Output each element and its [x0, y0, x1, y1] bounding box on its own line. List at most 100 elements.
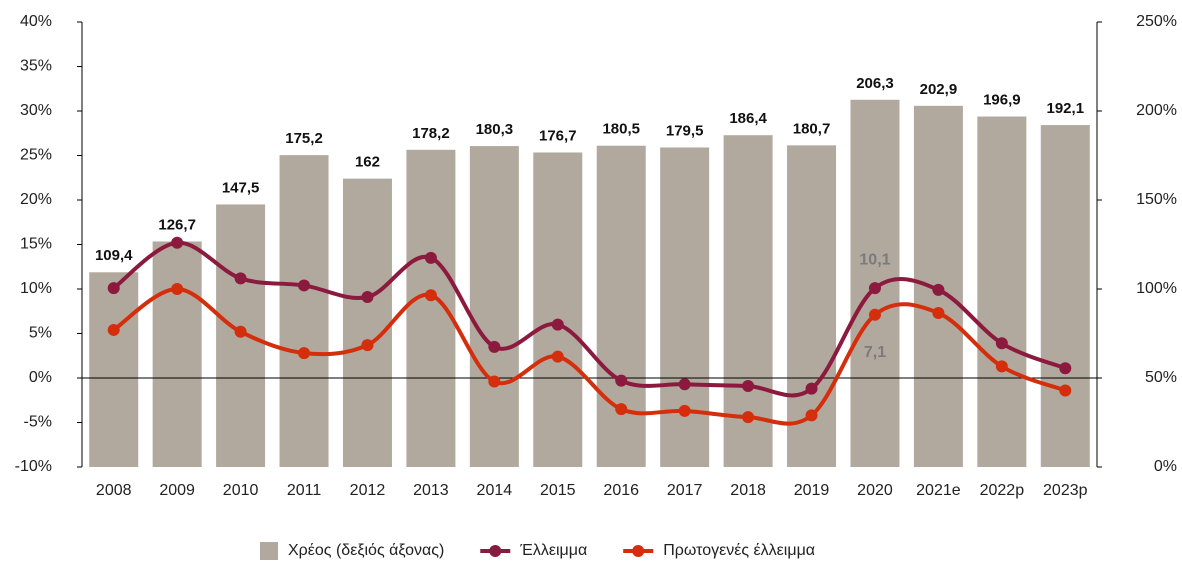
x-tick-label: 2012: [350, 482, 386, 499]
bar-label: 178,2: [412, 125, 450, 142]
marker: [361, 339, 374, 352]
legend-swatch: [260, 542, 278, 560]
marker: [805, 409, 818, 422]
bar-label: 192,1: [1047, 100, 1085, 117]
legend-label: Χρέος (δεξιός άξονας): [288, 542, 444, 559]
marker: [868, 282, 881, 295]
bar: [89, 272, 139, 467]
marker: [171, 283, 184, 295]
bar-label: 109,4: [95, 247, 133, 264]
x-tick-label: 2020: [857, 482, 893, 499]
bar-label: 206,3: [856, 75, 894, 92]
bar: [279, 155, 329, 468]
x-tick-label: 2011: [287, 482, 322, 499]
marker: [234, 325, 247, 338]
bar: [596, 145, 646, 467]
marker: [678, 378, 691, 391]
bar-label: 180,3: [476, 121, 514, 138]
marker: [488, 375, 501, 388]
marker: [298, 347, 311, 360]
y-tick-label: 20%: [20, 191, 52, 208]
marker: [932, 307, 945, 320]
line: [112, 240, 1067, 398]
marker: [615, 403, 628, 416]
marker: [107, 282, 120, 295]
marker: [424, 251, 437, 264]
x-tick-label: 2015: [540, 482, 576, 499]
marker: [742, 411, 755, 424]
bar: [152, 241, 202, 467]
marker: [932, 283, 945, 296]
marker: [742, 380, 755, 393]
marker: [995, 360, 1008, 373]
y2-tick-label: 50%: [1145, 369, 1177, 386]
marker: [1059, 384, 1072, 397]
bar-label: 162: [355, 154, 380, 171]
marker: [805, 382, 818, 395]
marker: [1059, 362, 1072, 375]
bar: [1040, 125, 1090, 467]
bar-label: 196,9: [983, 91, 1021, 108]
legend-marker: [632, 545, 645, 557]
marker: [488, 340, 501, 353]
marker: [551, 318, 564, 331]
bar: [342, 178, 392, 467]
x-tick-label: 2008: [96, 482, 132, 499]
y2-tick-label: 250%: [1136, 13, 1177, 30]
bar-label: 126,7: [158, 216, 196, 233]
x-tick-label: 2018: [730, 482, 766, 499]
y-tick-label: 35%: [20, 58, 52, 75]
x-tick-label: 2014: [477, 482, 513, 499]
bar-label: 180,5: [602, 121, 640, 138]
marker: [678, 404, 691, 417]
bar: [660, 147, 710, 468]
y-tick-label: 10%: [20, 280, 52, 297]
x-tick-label: 2023p: [1043, 482, 1088, 499]
marker: [868, 308, 881, 321]
legend-label: Έλλειμμα: [519, 542, 587, 559]
marker: [171, 236, 184, 249]
legend-marker: [489, 545, 502, 557]
bar-label: 147,5: [222, 179, 260, 196]
y-tick-label: 5%: [29, 325, 52, 342]
bar: [533, 152, 583, 467]
y2-tick-label: 100%: [1136, 280, 1177, 297]
bar-label: 179,5: [666, 122, 704, 139]
x-tick-label: 2017: [667, 482, 703, 499]
y-tick-label: -5%: [24, 414, 52, 431]
x-tick-label: 2016: [603, 482, 639, 499]
bar: [977, 116, 1027, 467]
marker: [551, 350, 564, 363]
y-tick-label: 25%: [20, 147, 52, 164]
y-tick-label: 0%: [29, 369, 52, 386]
x-tick-label: 2021e: [916, 482, 961, 499]
marker: [361, 291, 374, 304]
bar-label: 186,4: [729, 110, 767, 127]
marker: [995, 337, 1008, 350]
y2-tick-label: 200%: [1136, 102, 1177, 119]
legend-label: Πρωτογενές έλλειμμα: [663, 542, 815, 559]
bar-label: 202,9: [920, 81, 958, 98]
x-tick-label: 2019: [794, 482, 830, 499]
y2-tick-label: 150%: [1136, 191, 1177, 208]
line: [112, 286, 1066, 426]
x-tick-label: 2010: [223, 482, 259, 499]
y-tick-label: 15%: [20, 236, 52, 253]
x-tick-label: 2022p: [980, 482, 1025, 499]
marker: [298, 279, 311, 292]
bar-label: 176,7: [539, 127, 577, 144]
y-tick-label: 40%: [20, 13, 52, 30]
x-tick-label: 2013: [413, 482, 449, 499]
bar-label: 175,2: [285, 130, 323, 147]
marker: [234, 272, 247, 285]
marker: [107, 323, 120, 336]
bar: [469, 146, 519, 468]
marker: [424, 289, 437, 302]
y2-tick-label: 0%: [1154, 458, 1177, 475]
line-label: 10,1: [859, 251, 890, 268]
y-tick-label: -10%: [15, 458, 52, 475]
x-tick-label: 2009: [159, 482, 195, 499]
line-label: 7,1: [864, 344, 886, 361]
marker: [615, 374, 628, 387]
